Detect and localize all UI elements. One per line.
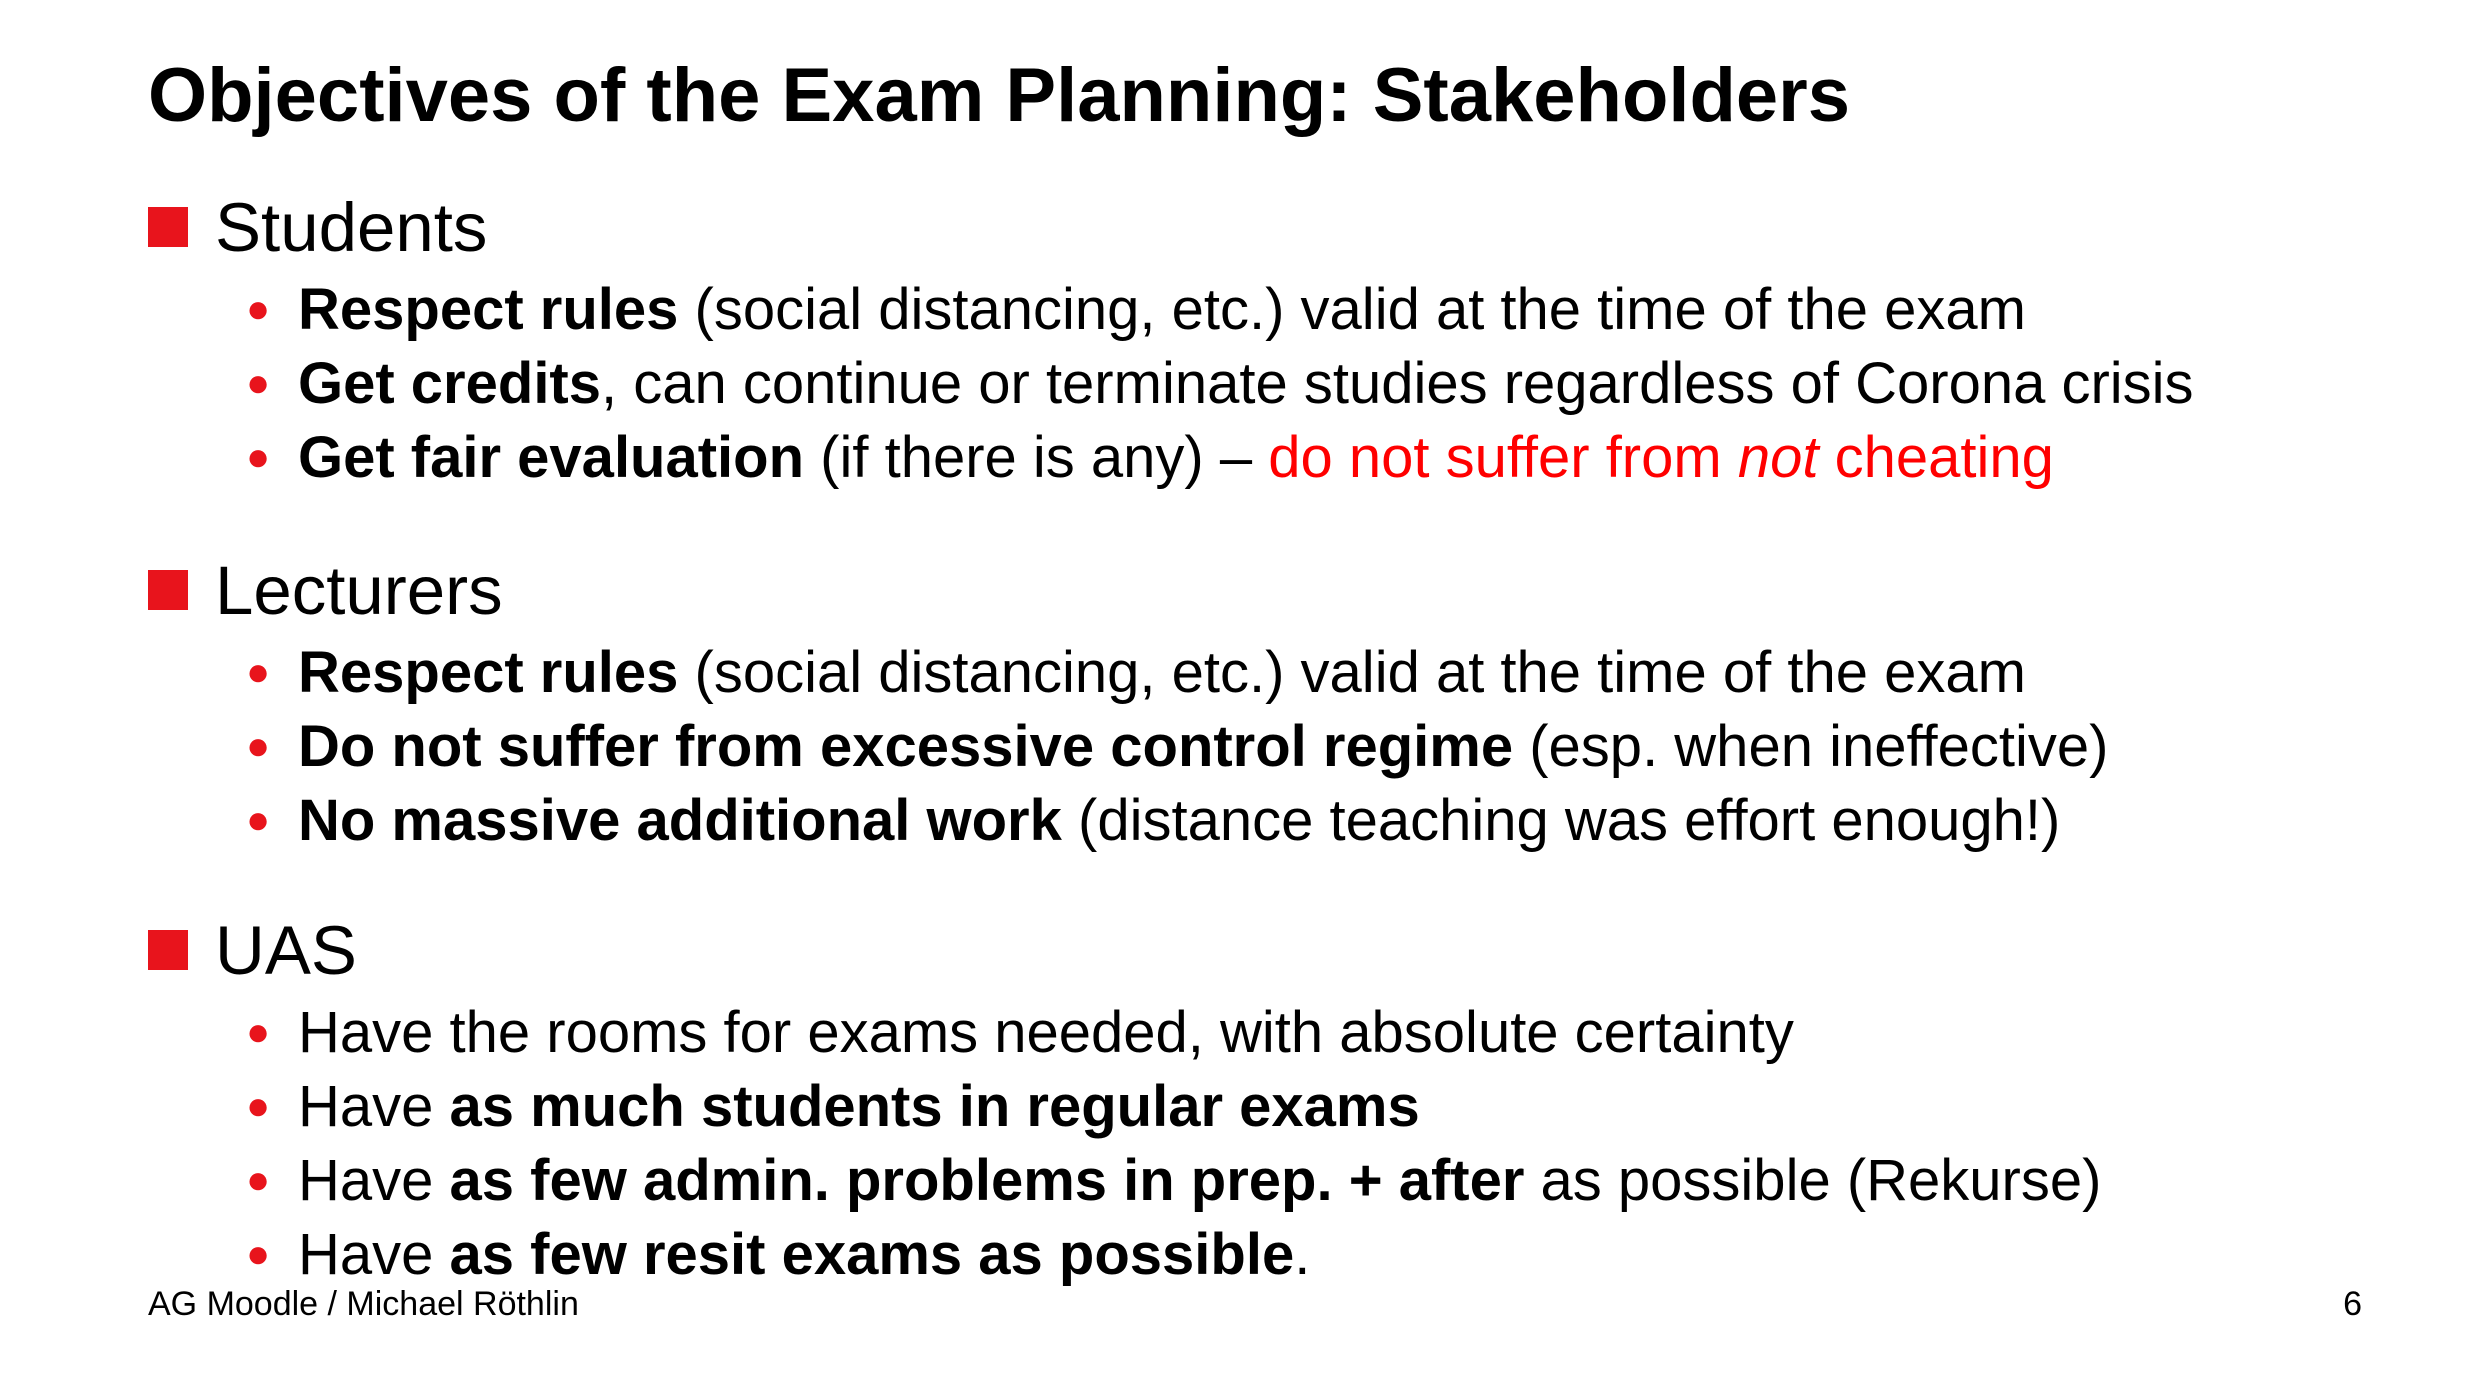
red-dot-bullet-icon: ● <box>246 1158 271 1202</box>
red-dot-bullet-icon: ● <box>246 1084 271 1128</box>
item-text: as possible (Rekurse) <box>1524 1147 2102 1213</box>
item-text: Have <box>298 1221 450 1287</box>
section-uas: UAS ● Have the rooms for exams needed, w… <box>148 905 2101 1291</box>
section-heading-row: UAS <box>148 905 2101 995</box>
item-highlight-italic-text: not <box>1737 424 1819 490</box>
list-item: ● Respect rules (social distancing, etc.… <box>246 635 2108 709</box>
list-item: ● Get credits, can continue or terminate… <box>246 346 2194 420</box>
item-text: , can continue or terminate studies rega… <box>601 350 2194 416</box>
item-bold-text: Get fair evaluation <box>298 424 805 490</box>
red-dot-bullet-icon: ● <box>246 798 271 842</box>
item-bold-text: as few resit exams as possible <box>449 1221 1295 1287</box>
item-text: (distance teaching was effort enough!) <box>1061 787 2061 853</box>
item-text: Have <box>298 1073 450 1139</box>
red-dot-bullet-icon: ● <box>246 1232 271 1276</box>
red-dot-bullet-icon: ● <box>246 361 271 405</box>
item-text: Have the rooms for exams needed, with ab… <box>298 999 1794 1065</box>
list-item: ● Have the rooms for exams needed, with … <box>246 995 2101 1069</box>
item-highlight-text: do not suffer from <box>1268 424 1738 490</box>
item-bold-text: No massive additional work <box>298 787 1062 853</box>
red-square-bullet-icon <box>148 207 188 247</box>
section-heading: Lecturers <box>215 551 503 629</box>
section-heading: UAS <box>215 911 357 989</box>
list-item: ● No massive additional work (distance t… <box>246 783 2108 857</box>
red-dot-bullet-icon: ● <box>246 1010 271 1054</box>
item-text: Have <box>298 1147 450 1213</box>
item-bold-text: as much students in regular exams <box>449 1073 1420 1139</box>
bullet-list: ● Respect rules (social distancing, etc.… <box>148 635 2108 857</box>
section-heading-row: Students <box>148 182 2194 272</box>
section-students: Students ● Respect rules (social distanc… <box>148 182 2194 494</box>
red-dot-bullet-icon: ● <box>246 435 271 479</box>
list-item: ● Have as few admin. problems in prep. +… <box>246 1143 2101 1217</box>
item-bold-text: as few admin. problems in prep. + after <box>449 1147 1525 1213</box>
red-dot-bullet-icon: ● <box>246 287 271 331</box>
slide-title: Objectives of the Exam Planning: Stakeho… <box>148 53 1851 138</box>
section-heading-row: Lecturers <box>148 545 2108 635</box>
item-text: (if there is any) – <box>804 424 1269 490</box>
item-bold-text: Respect rules <box>298 276 679 342</box>
item-text: . <box>1294 1221 1311 1287</box>
item-text: (social distancing, etc.) valid at the t… <box>678 639 2026 705</box>
list-item: ● Have as few resit exams as possible. <box>246 1217 2101 1291</box>
section-heading: Students <box>215 188 488 266</box>
list-item: ● Get fair evaluation (if there is any) … <box>246 420 2194 494</box>
red-square-bullet-icon <box>148 930 188 970</box>
item-bold-text: Get credits <box>298 350 601 416</box>
item-text: (social distancing, etc.) valid at the t… <box>678 276 2026 342</box>
list-item: ● Do not suffer from excessive control r… <box>246 709 2108 783</box>
item-text: (esp. when ineffective) <box>1513 713 2109 779</box>
red-dot-bullet-icon: ● <box>246 650 271 694</box>
bullet-list: ● Respect rules (social distancing, etc.… <box>148 272 2194 494</box>
red-square-bullet-icon <box>148 570 188 610</box>
page-number: 6 <box>2343 1285 2362 1323</box>
list-item: ● Respect rules (social distancing, etc.… <box>246 272 2194 346</box>
item-highlight-text: cheating <box>1818 424 2054 490</box>
list-item: ● Have as much students in regular exams <box>246 1069 2101 1143</box>
bullet-list: ● Have the rooms for exams needed, with … <box>148 995 2101 1291</box>
footer-author: AG Moodle / Michael Röthlin <box>148 1285 579 1323</box>
section-lecturers: Lecturers ● Respect rules (social distan… <box>148 545 2108 857</box>
red-dot-bullet-icon: ● <box>246 724 271 768</box>
item-bold-text: Do not suffer from excessive control reg… <box>298 713 1514 779</box>
item-bold-text: Respect rules <box>298 639 679 705</box>
